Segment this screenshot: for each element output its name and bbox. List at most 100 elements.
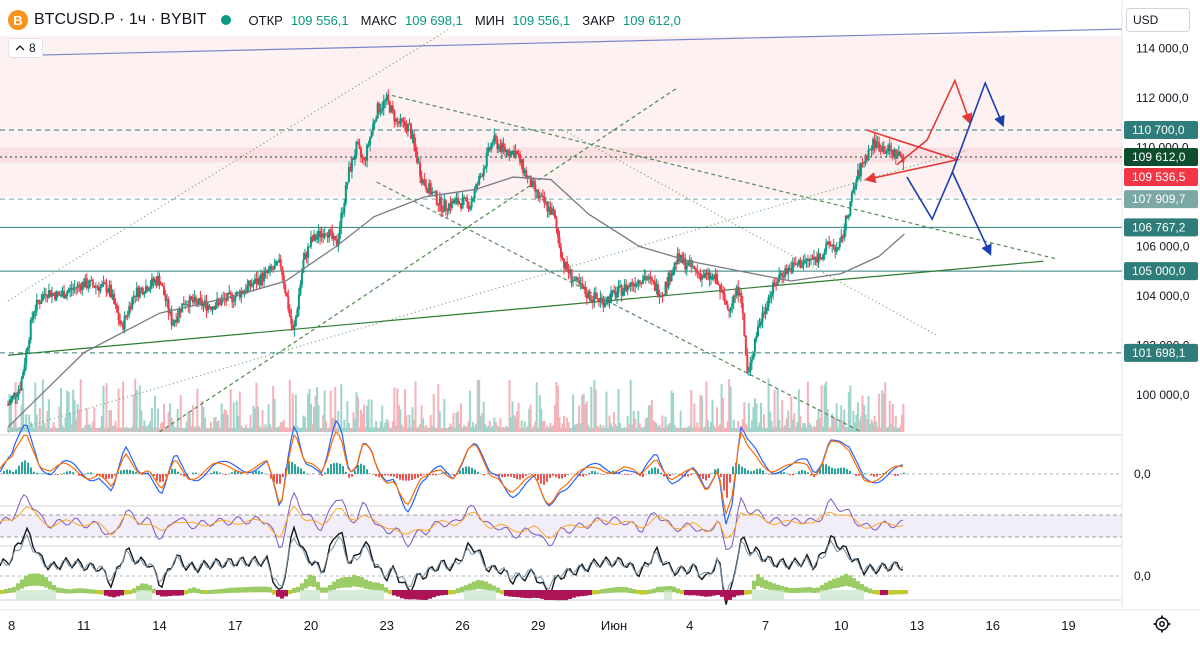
macd-histogram-bar	[282, 474, 284, 477]
symbol-legend: B BTCUSD.P · 1ч · BYBIT ОТКР 109 556,1 М…	[8, 8, 681, 32]
macd-histogram-bar	[459, 471, 461, 474]
market-status-dot-icon	[221, 15, 231, 25]
trend-ribbon-segment	[556, 590, 560, 600]
time-axis-label: 13	[910, 618, 924, 633]
macd-histogram-bar	[162, 474, 164, 482]
macd-histogram-bar	[30, 467, 32, 474]
macd-histogram-bar	[123, 470, 125, 474]
macd-histogram-bar	[156, 474, 158, 481]
volume-bar	[605, 392, 607, 432]
trend-ribbon-segment	[240, 587, 244, 592]
candle-body	[760, 322, 762, 325]
trend-ribbon-segment	[336, 579, 340, 588]
macd-histogram-bar	[744, 468, 746, 474]
candle-body	[72, 289, 74, 290]
trend-ribbon-segment	[848, 575, 852, 586]
currency-selector[interactable]: USD	[1126, 8, 1190, 32]
macd-histogram-bar	[24, 460, 26, 474]
symbol-title[interactable]: BTCUSD.P · 1ч · BYBIT	[34, 11, 207, 29]
candle-body	[143, 293, 145, 294]
trend-ribbon-segment	[368, 581, 372, 589]
candle-body	[124, 316, 126, 330]
volume-bar	[748, 403, 750, 432]
volume-bar	[595, 390, 597, 432]
candle-body	[413, 134, 415, 144]
candle-body	[749, 362, 751, 371]
macd-histogram-bar	[846, 469, 848, 474]
candle-body	[792, 262, 794, 272]
trend-ribbon-segment	[708, 590, 712, 596]
trend-ribbon-segment	[604, 589, 608, 594]
trend-ribbon-segment	[260, 587, 264, 593]
candle-body	[843, 230, 845, 238]
candle-body	[107, 291, 109, 292]
trend-ribbon-segment	[444, 590, 448, 595]
macd-histogram-bar	[405, 474, 407, 481]
trend-ribbon-segment	[60, 588, 64, 593]
trend-ribbon-highlight	[44, 590, 48, 600]
macd-histogram-bar	[624, 474, 626, 475]
macd-histogram-bar	[798, 471, 800, 474]
macd-histogram-bar	[546, 474, 548, 482]
volume-bar	[80, 379, 82, 432]
candle-body	[757, 327, 759, 336]
trend-ribbon-segment	[836, 578, 840, 588]
volume-bar	[722, 398, 724, 432]
candle-body	[801, 266, 803, 268]
candle-body	[822, 255, 824, 259]
trend-ribbon-segment	[0, 590, 4, 594]
trend-ribbon-segment	[76, 588, 80, 593]
trend-ribbon-highlight	[760, 590, 764, 600]
candle-body	[849, 202, 851, 215]
macd-histogram-bar	[303, 471, 305, 474]
trend-ribbon-segment	[872, 590, 876, 594]
trend-ribbon-segment	[140, 583, 144, 590]
trend-ribbon-segment	[116, 590, 120, 596]
trend-ribbon-segment	[380, 584, 384, 591]
trend-ribbon-segment	[632, 589, 636, 593]
macd-histogram-bar	[294, 464, 296, 474]
trend-ribbon-segment	[764, 580, 768, 589]
trend-ribbon-segment	[244, 587, 248, 592]
indicators-toggle-button[interactable]: 8	[8, 38, 43, 58]
macd-histogram-bar	[213, 471, 215, 474]
candle-body	[724, 294, 726, 301]
trend-ribbon-highlight	[832, 590, 836, 600]
trend-ribbon-highlight	[776, 590, 780, 600]
trend-ribbon-highlight	[48, 590, 52, 600]
candle-body	[281, 266, 283, 275]
macd-histogram-bar	[654, 467, 656, 474]
candle-body	[484, 167, 486, 169]
macd-histogram-bar	[372, 474, 374, 475]
macd-histogram-bar	[771, 474, 773, 475]
macd-histogram-bar	[258, 471, 260, 474]
macd-histogram-bar	[111, 474, 113, 478]
gear-icon[interactable]	[1152, 614, 1172, 634]
macd-histogram-bar	[261, 472, 263, 474]
macd-histogram-bar	[879, 474, 881, 475]
trend-ribbon-segment	[640, 590, 644, 595]
trend-ribbon-segment	[228, 588, 232, 593]
candle-body	[45, 294, 47, 296]
trend-ribbon-segment	[372, 582, 376, 590]
trend-ribbon-segment	[888, 590, 892, 595]
macd-histogram-bar	[90, 472, 92, 474]
candle-body	[28, 340, 30, 348]
time-axis-label: 23	[380, 618, 394, 633]
candle-body	[560, 247, 562, 257]
macd-histogram-bar	[483, 474, 485, 475]
macd-histogram-bar	[297, 467, 299, 474]
macd-histogram-bar	[177, 472, 179, 474]
time-axis-label: 8	[8, 618, 15, 633]
trend-ribbon-segment	[616, 587, 620, 593]
macd-histogram-bar	[396, 474, 398, 478]
trend-ribbon-segment	[796, 588, 800, 593]
trend-ribbon-highlight	[464, 590, 468, 600]
candle-body	[252, 283, 254, 285]
macd-histogram-bar	[891, 474, 893, 475]
macd-histogram-bar	[219, 473, 221, 474]
trend-ribbon-highlight	[356, 590, 360, 600]
